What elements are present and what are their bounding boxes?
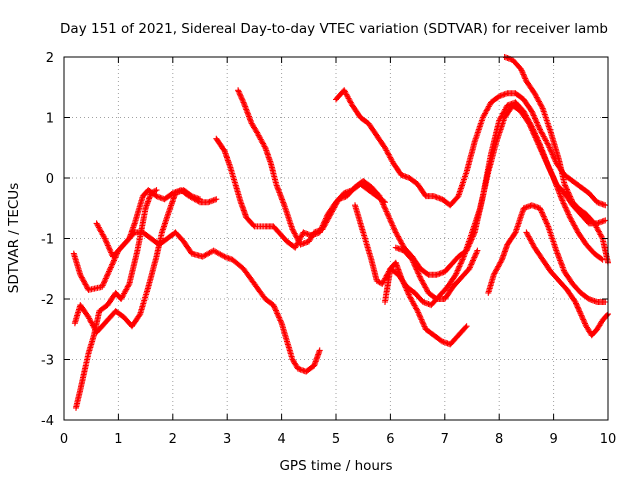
x-tick-label: 9	[549, 432, 557, 447]
series-arc-3	[71, 187, 203, 336]
x-tick-label: 7	[441, 432, 449, 447]
y-tick-label: 2	[46, 51, 54, 66]
x-tick-label: 10	[600, 432, 617, 447]
y-tick-label: -3	[41, 354, 54, 369]
series-marks-2	[71, 187, 203, 336]
series-marks-9	[392, 244, 481, 302]
series-arc-9	[382, 259, 470, 348]
series-marks-12	[523, 229, 611, 339]
series-arc-11	[485, 202, 609, 305]
series-arc-5	[213, 135, 388, 251]
x-tick-label: 5	[332, 432, 340, 447]
y-tick-label: -2	[41, 293, 54, 308]
x-axis-label: GPS time / hours	[279, 458, 392, 474]
y-axis-label: SDTVAR / TECUs	[6, 183, 22, 293]
series-marks-6	[333, 87, 609, 209]
series-arc-13	[523, 229, 611, 339]
series-marks-4	[213, 135, 388, 251]
series-marks-8	[382, 259, 470, 348]
series-arc-7	[333, 87, 609, 209]
series-arc-2	[93, 220, 323, 375]
series-marks-11	[501, 54, 611, 266]
x-tick-label: 3	[223, 432, 231, 447]
x-tick-label: 0	[60, 432, 68, 447]
x-tick-label: 6	[386, 432, 394, 447]
y-tick-label: -1	[41, 233, 54, 248]
axis-ticks	[63, 56, 609, 421]
series-marks-10	[485, 202, 609, 305]
y-tick-label: 0	[46, 172, 54, 187]
series-arc-10	[392, 244, 481, 302]
x-tick-label: 2	[169, 432, 177, 447]
series-arc-12	[501, 54, 611, 266]
series-arc-4	[73, 187, 160, 411]
x-tick-label: 4	[277, 432, 285, 447]
x-tick-label: 1	[114, 432, 122, 447]
y-tick-label: -4	[41, 414, 54, 429]
series-marks-1	[93, 220, 323, 375]
chart-title: Day 151 of 2021, Sidereal Day-to-day VTE…	[60, 21, 608, 37]
data-marks	[70, 54, 611, 411]
y-tick-label: 1	[46, 112, 54, 127]
y-tick-labels: -4 -3 -2 -1 0 1 2	[41, 51, 54, 429]
series-marks-3	[73, 187, 160, 411]
x-tick-labels: 0 1 2 3 4 5 6 7 8 9 10	[60, 432, 616, 447]
x-tick-label: 8	[495, 432, 503, 447]
